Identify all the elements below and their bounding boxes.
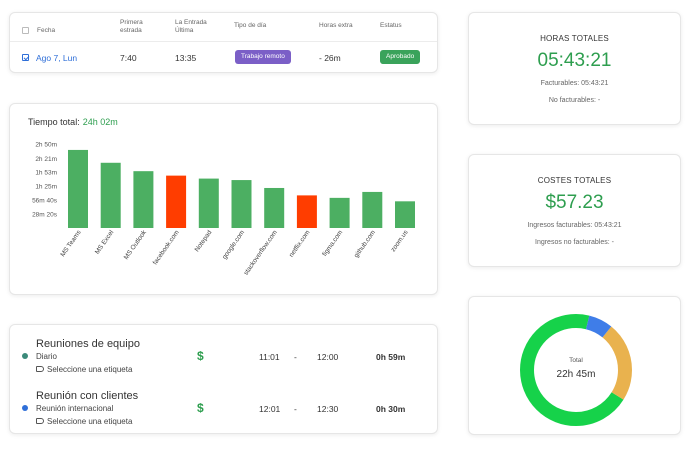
- day-type-badge: Trabajo remoto: [235, 50, 291, 64]
- header-ultima-line2: Última: [175, 27, 194, 34]
- meeting-end-time: 12:30: [317, 404, 339, 414]
- total-donut-card: Total 22h 45m: [468, 296, 681, 435]
- meeting-start-time: 11:01: [259, 352, 280, 362]
- y-tick-label: 56m 40s: [32, 197, 58, 204]
- bar[interactable]: [264, 187, 285, 228]
- time-separator: -: [294, 404, 297, 414]
- header-ultima-line1: La Entrada: [175, 19, 207, 26]
- header-tipo: Tipo de día: [234, 22, 267, 29]
- bar[interactable]: [329, 197, 350, 228]
- chart-title-value: 24h 02m: [82, 117, 118, 127]
- tag-icon: [36, 365, 44, 372]
- status-badge: Aprobado: [380, 50, 421, 64]
- header-primera-line1: Primera: [120, 19, 143, 26]
- y-tick-label: 2h 21m: [35, 156, 57, 163]
- donut-segment[interactable]: [520, 314, 632, 426]
- bar[interactable]: [198, 178, 219, 228]
- bar[interactable]: [100, 162, 121, 228]
- x-tick-label: MS Excel: [94, 229, 116, 256]
- bar[interactable]: [68, 149, 88, 228]
- donut-chart-svg: Total 22h 45m: [520, 314, 632, 426]
- y-tick-label: 2h 50m: [35, 142, 57, 149]
- time-separator: -: [294, 352, 297, 362]
- hours-nonbillable: No facturables: -: [548, 97, 601, 104]
- tag-icon: [36, 417, 44, 424]
- meeting-subtitle: Reunión internacional: [36, 404, 114, 413]
- x-tick-label: Notepad: [194, 229, 214, 253]
- costs-value: $57.23: [545, 192, 604, 213]
- row-primera: 7:40: [120, 53, 137, 63]
- header-primera: Primera estrada: [120, 19, 143, 35]
- x-tick-label: github.com: [353, 229, 377, 259]
- row-fecha[interactable]: Ago 7, Lun: [36, 53, 78, 63]
- x-tick-label: stackoverflow.com: [243, 229, 279, 277]
- meeting-end-time: 12:00: [317, 352, 339, 362]
- tag-selector-label: Seleccione una etiqueta: [47, 365, 133, 374]
- x-tick-label: MS Teams: [59, 229, 83, 259]
- tag-selector-label: Seleccione una etiqueta: [47, 417, 133, 426]
- bar[interactable]: [395, 201, 415, 228]
- header-primera-line2: estrada: [120, 27, 142, 34]
- total-hours-card: HORAS TOTALES 05:43:21 Facturables: 05:4…: [468, 12, 681, 125]
- bar[interactable]: [133, 171, 154, 228]
- costs-title: COSTES TOTALES: [537, 176, 612, 185]
- total-costs-card: COSTES TOTALES $57.23 Ingresos facturabl…: [468, 154, 681, 267]
- header-horas: Horas extra: [319, 22, 353, 29]
- y-tick-label: 1h 53m: [35, 170, 57, 177]
- time-entries-table: Fecha Primera estrada La Entrada Última …: [9, 12, 438, 73]
- x-tick-label: zoom.us: [390, 229, 410, 254]
- chart-title: Tiempo total: 24h 02m: [28, 117, 118, 127]
- y-tick-label: 28m 20s: [32, 212, 58, 219]
- meeting-subtitle: Diario: [36, 352, 57, 361]
- bar[interactable]: [296, 195, 317, 228]
- meeting-title: Reuniones de equipo: [36, 338, 140, 350]
- header-ultima: La Entrada Última: [175, 19, 207, 35]
- row-checkbox[interactable]: [22, 54, 29, 61]
- bar-chart-svg: 2h 50m 2h 21m 1h 53m 1h 25m 56m 40s 28m 20s MS…: [32, 142, 415, 277]
- costs-billable: Ingresos facturables: 05:43:21: [527, 222, 622, 229]
- meeting-start-time: 12:01: [259, 404, 281, 414]
- hours-billable: Facturables: 05:43:21: [540, 80, 609, 87]
- donut-label: Total: [569, 357, 583, 364]
- header-estatus: Estatus: [380, 22, 402, 29]
- bar[interactable]: [362, 191, 383, 228]
- tag-selector[interactable]: Seleccione una etiqueta: [36, 417, 132, 426]
- hours-value: 05:43:21: [537, 50, 612, 71]
- header-fecha: Fecha: [37, 27, 56, 34]
- meeting-title: Reunión con clientes: [36, 390, 139, 402]
- meeting-duration: 0h 59m: [376, 352, 406, 362]
- chart-title-label: Tiempo total:: [28, 117, 80, 127]
- billable-dollar-icon[interactable]: $: [197, 401, 204, 415]
- tag-selector[interactable]: Seleccione una etiqueta: [36, 365, 132, 374]
- costs-nonbillable: Ingresos no facturables: -: [535, 239, 614, 246]
- donut-segment[interactable]: [520, 314, 632, 426]
- meeting-duration: 0h 30m: [376, 404, 406, 414]
- bar[interactable]: [231, 180, 252, 228]
- bar[interactable]: [166, 175, 187, 228]
- billable-dollar-icon[interactable]: $: [197, 349, 204, 363]
- x-tick-label: MS Outlook: [123, 229, 149, 261]
- table-divider: [10, 41, 437, 42]
- meeting-color-dot: [22, 353, 28, 359]
- x-tick-label: facebook.com: [152, 229, 181, 266]
- row-horas: - 26m: [319, 53, 341, 63]
- x-tick-label: google.com: [221, 229, 246, 261]
- select-all-checkbox[interactable]: [22, 27, 29, 34]
- x-tick-label: netflix.com: [288, 229, 312, 258]
- meeting-color-dot: [22, 405, 28, 411]
- hours-title: HORAS TOTALES: [540, 34, 609, 43]
- y-tick-label: 1h 25m: [35, 184, 57, 191]
- total-time-chart: Tiempo total: 24h 02m 2h 50m 2h 21m 1h 53m 1…: [9, 103, 438, 295]
- donut-value: 22h 45m: [557, 369, 596, 380]
- x-tick-label: figma.com: [321, 229, 344, 258]
- row-ultima: 13:35: [175, 53, 197, 63]
- meetings-list: Reuniones de equipo Diario Seleccione un…: [9, 324, 438, 434]
